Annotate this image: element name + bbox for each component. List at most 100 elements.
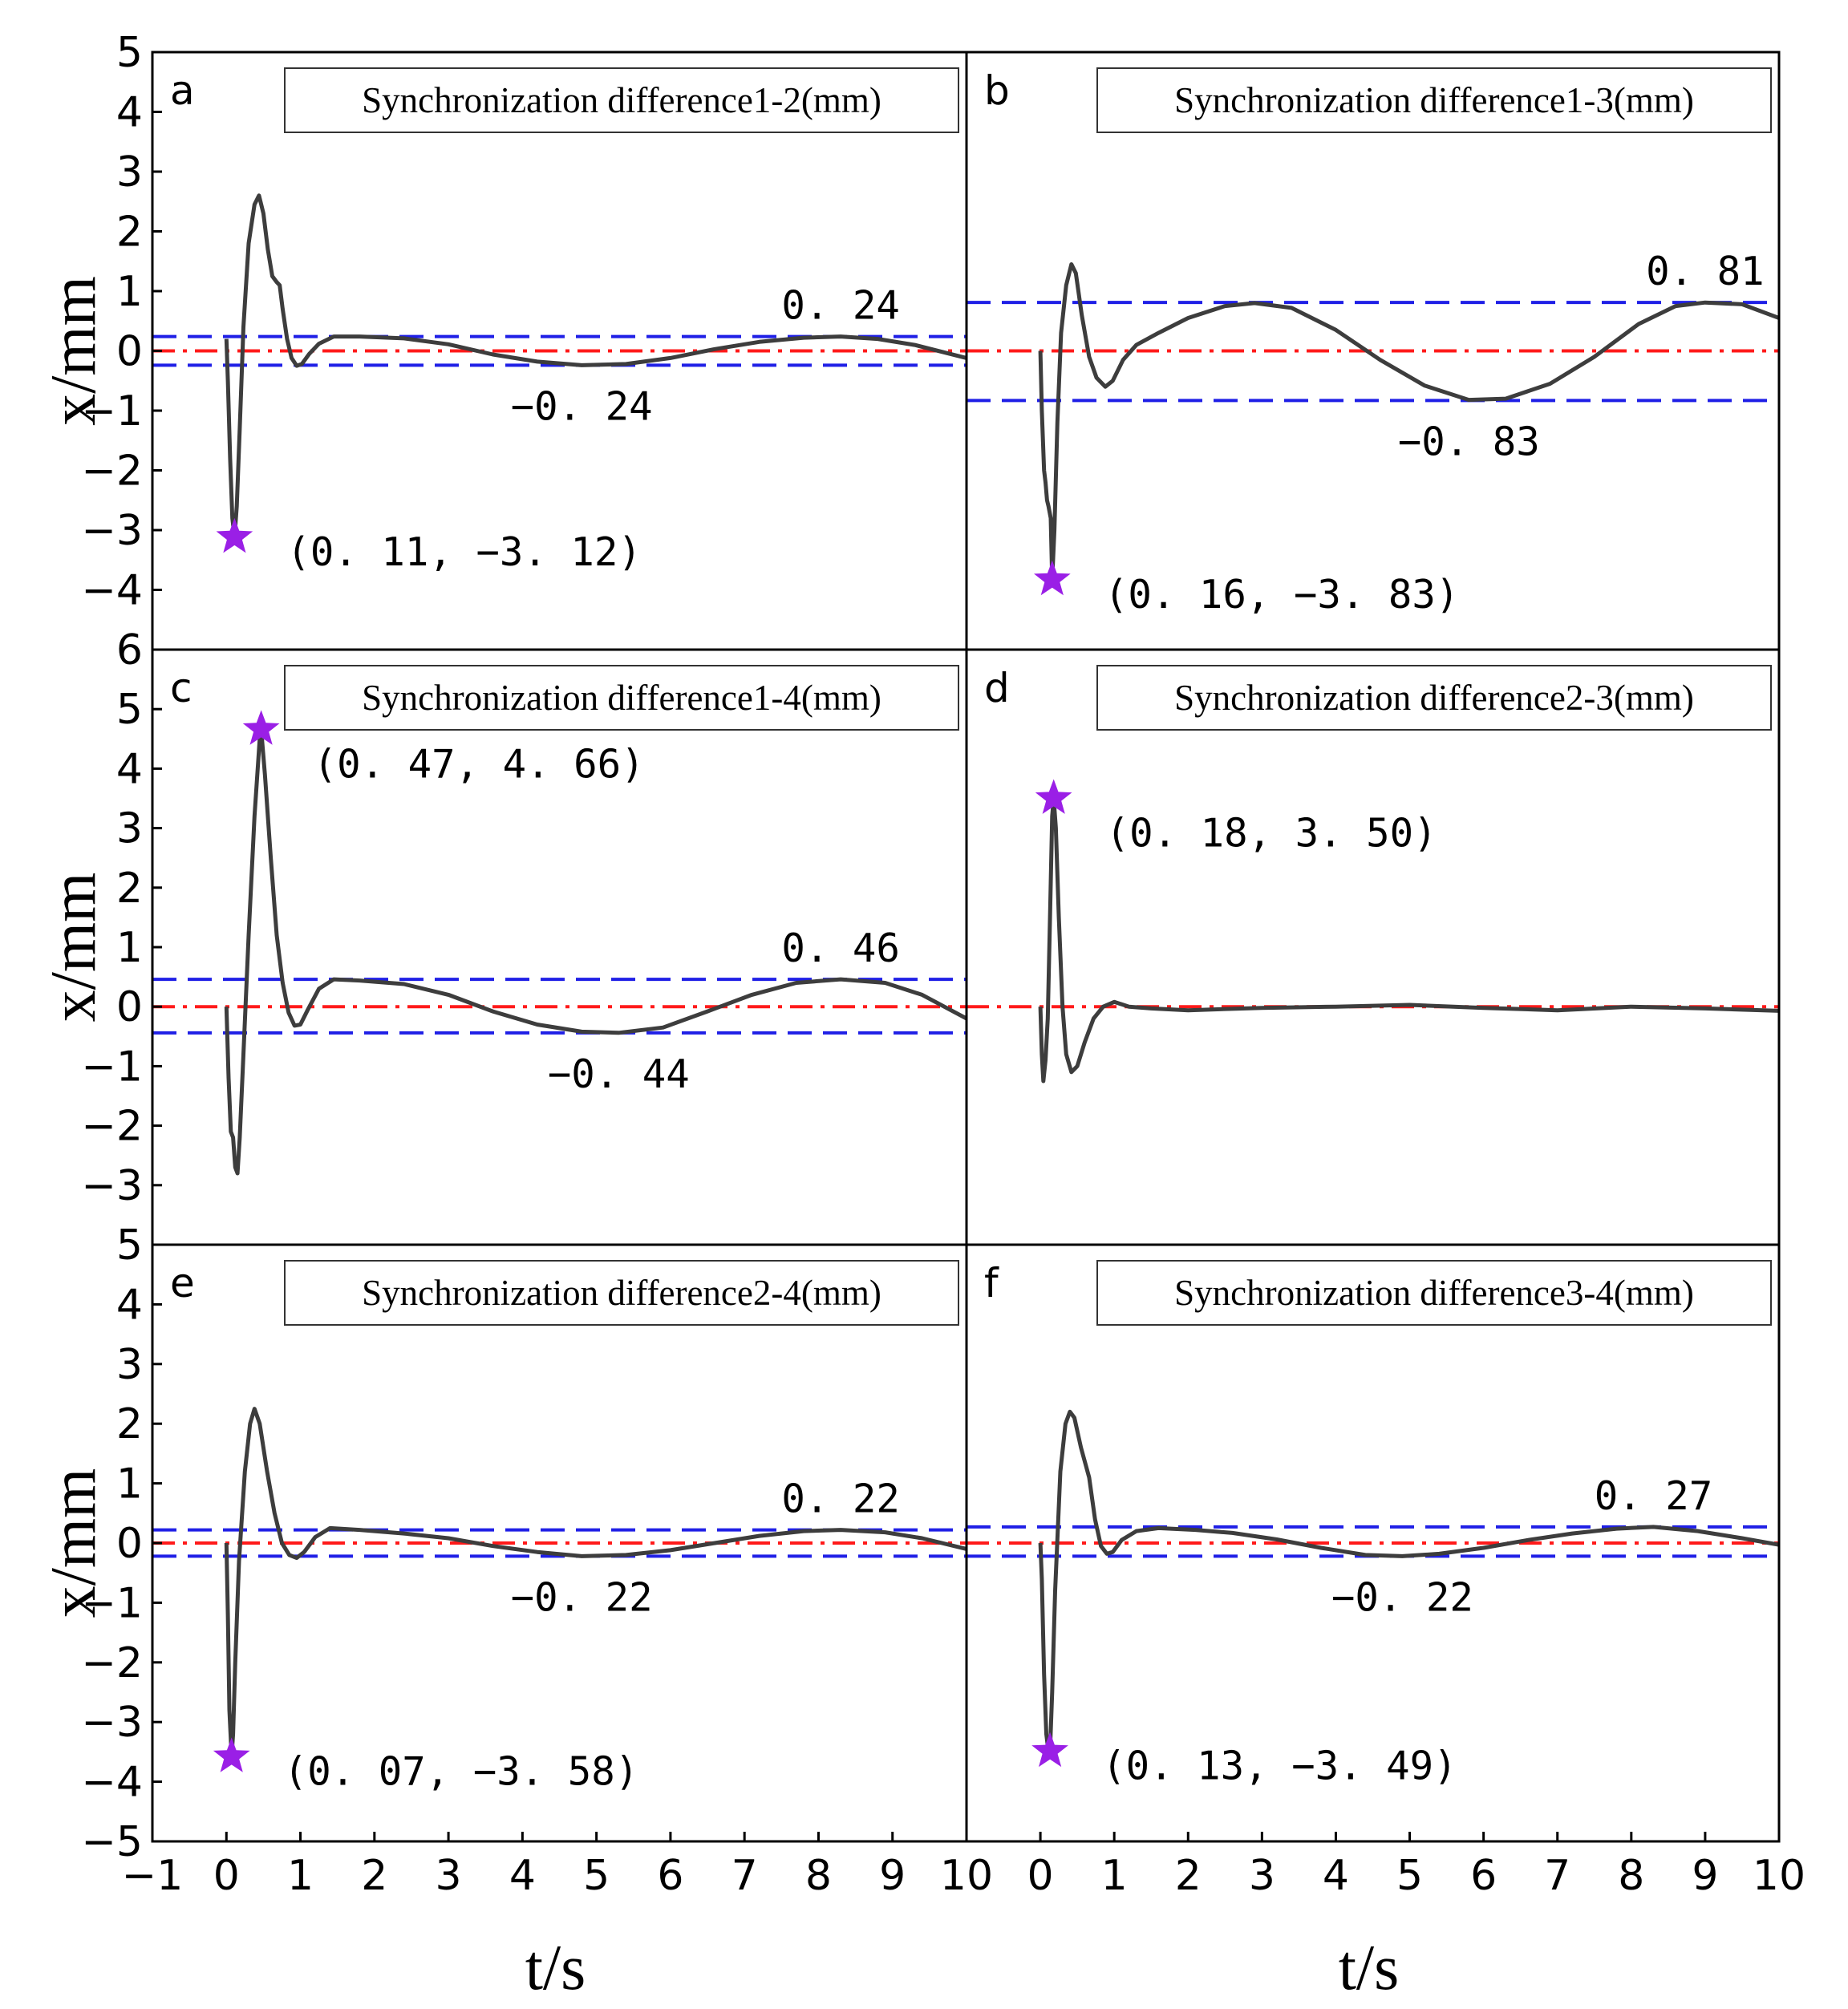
- signal-line: [224, 193, 967, 540]
- panel-letter: e: [170, 1260, 195, 1306]
- signal-line: [1038, 262, 1779, 582]
- peak-annotation: (0. 18, 3. 50): [1106, 811, 1437, 857]
- x-tick-label: 10: [940, 1852, 993, 1900]
- y-tick-label: −4: [81, 567, 143, 615]
- max-annotation: 0. 27: [1595, 1473, 1713, 1519]
- x-tick-label: 6: [657, 1852, 683, 1900]
- peak-annotation: (0. 13, −3. 49): [1102, 1744, 1457, 1789]
- x-tick-label: 8: [805, 1852, 832, 1900]
- panel-letter: a: [170, 67, 195, 114]
- max-annotation: 0. 24: [781, 283, 900, 329]
- y-tick-label: 3: [116, 1341, 143, 1389]
- x-tick-label: 6: [1470, 1852, 1497, 1900]
- y-tick-label: 1: [116, 1460, 143, 1509]
- x-tick-label: 5: [583, 1852, 610, 1900]
- peak-star-marker: [216, 517, 253, 553]
- max-annotation: 0. 22: [781, 1476, 900, 1522]
- signal-line: [1038, 796, 1779, 1083]
- panel-letter: b: [984, 67, 1010, 114]
- x-axis-title: t/s: [525, 1933, 586, 2003]
- peak-annotation: (0. 07, −3. 58): [284, 1748, 639, 1794]
- panel-f: (0. 13, −3. 49) 0. 27 −0. 22 f Synchronizati…: [967, 1260, 1779, 1789]
- peak-annotation: (0. 16, −3. 83): [1104, 572, 1460, 618]
- y-tick-label: −3: [81, 507, 143, 555]
- y-tick-label: 2: [116, 1400, 143, 1448]
- min-annotation: −0. 83: [1398, 419, 1540, 464]
- x-tick-label: 2: [361, 1852, 387, 1900]
- min-annotation: −0. 22: [1331, 1574, 1473, 1620]
- peak-star-marker: [1034, 560, 1071, 596]
- panel-d: (0. 18, 3. 50) d Synchronization differenc…: [967, 665, 1779, 1083]
- y-tick-label: 5: [116, 1221, 143, 1270]
- y-tick-label: −5: [81, 1818, 143, 1866]
- y-tick-label: −1: [81, 387, 143, 435]
- legend-title: Synchronization difference2-4(mm): [362, 1273, 881, 1313]
- y-tick-label: 3: [116, 148, 143, 196]
- legend-box: [284, 67, 959, 133]
- max-annotation: 0. 81: [1646, 249, 1765, 294]
- y-axis-title: x/mm: [38, 276, 109, 426]
- x-tick-label: 2: [1175, 1852, 1202, 1900]
- y-tick-label: −1: [81, 1043, 143, 1091]
- max-annotation: 0. 46: [781, 926, 900, 971]
- x-tick-label: 7: [1544, 1852, 1570, 1900]
- legend-title: Synchronization difference1-3(mm): [1174, 80, 1694, 120]
- panel-a: (0. 11, −3. 12) 0. 24 −0. 24 a Synchronizati…: [152, 67, 967, 575]
- panel-letter: f: [984, 1260, 999, 1306]
- signal-line: [224, 1407, 967, 1759]
- y-tick-label: −1: [81, 1579, 143, 1627]
- y-tick-label: 0: [116, 983, 143, 1031]
- x-tick-label: 3: [1249, 1852, 1275, 1900]
- legend-box: [284, 665, 959, 731]
- y-tick-label: 6: [116, 626, 143, 674]
- y-tick-label: 0: [116, 328, 143, 376]
- x-tick-label: 0: [1027, 1852, 1054, 1900]
- legend-title: Synchronization difference1-2(mm): [362, 80, 881, 120]
- y-tick-label: 4: [116, 89, 143, 137]
- x-tick-label: 10: [1753, 1852, 1805, 1900]
- y-tick-label: 5: [116, 29, 143, 77]
- x-tick-label: 5: [1396, 1852, 1423, 1900]
- y-tick-label: 1: [116, 268, 143, 316]
- peak-star-marker: [242, 710, 280, 745]
- signal-line: [1038, 1409, 1779, 1754]
- legend-box: [284, 1260, 959, 1326]
- x-axis-title: t/s: [1339, 1933, 1400, 2003]
- y-tick-label: 4: [116, 745, 143, 793]
- y-tick-label: −4: [81, 1759, 143, 1807]
- y-tick-label: 2: [116, 209, 143, 257]
- x-tick-label: 7: [732, 1852, 758, 1900]
- y-tick-label: −2: [81, 1103, 143, 1151]
- y-tick-label: 1: [116, 924, 143, 972]
- y-tick-label: −3: [81, 1162, 143, 1210]
- legend-box: [1096, 665, 1772, 731]
- y-tick-label: 4: [116, 1281, 143, 1329]
- legend-title: Synchronization difference1-4(mm): [362, 678, 881, 718]
- x-tick-label: 8: [1618, 1852, 1644, 1900]
- panel-e: (0. 07, −3. 58) 0. 22 −0. 22 e Synchronizati…: [152, 1260, 967, 1794]
- panel-letter: d: [984, 665, 1010, 711]
- x-tick-label: 1: [1101, 1852, 1128, 1900]
- y-tick-label: −2: [81, 448, 143, 496]
- x-tick-label: 9: [1692, 1852, 1718, 1900]
- min-annotation: −0. 22: [511, 1574, 653, 1620]
- y-tick-label: −3: [81, 1699, 143, 1747]
- y-tick-label: 2: [116, 865, 143, 913]
- axes: −4−3−2−1012345x/mm−3−2−10123456x/mm−5−4−…: [38, 29, 1805, 2003]
- x-tick-label: 3: [436, 1852, 462, 1900]
- min-annotation: −0. 44: [548, 1051, 690, 1097]
- peak-star-marker: [1035, 779, 1072, 814]
- panel-b: (0. 16, −3. 83) 0. 81 −0. 83 b Synchronizati…: [967, 67, 1779, 618]
- y-tick-label: 5: [116, 686, 143, 734]
- y-axis-title: x/mm: [38, 873, 109, 1023]
- y-axis-title: x/mm: [38, 1468, 109, 1618]
- peak-annotation: (0. 47, 4. 66): [314, 741, 645, 787]
- peak-annotation: (0. 11, −3. 12): [286, 529, 642, 575]
- x-tick-label: 0: [213, 1852, 240, 1900]
- legend-title: Synchronization difference3-4(mm): [1174, 1273, 1694, 1313]
- y-tick-label: −2: [81, 1639, 143, 1687]
- peak-star-marker: [213, 1737, 250, 1772]
- y-tick-label: 0: [116, 1520, 143, 1568]
- x-tick-label: 1: [287, 1852, 314, 1900]
